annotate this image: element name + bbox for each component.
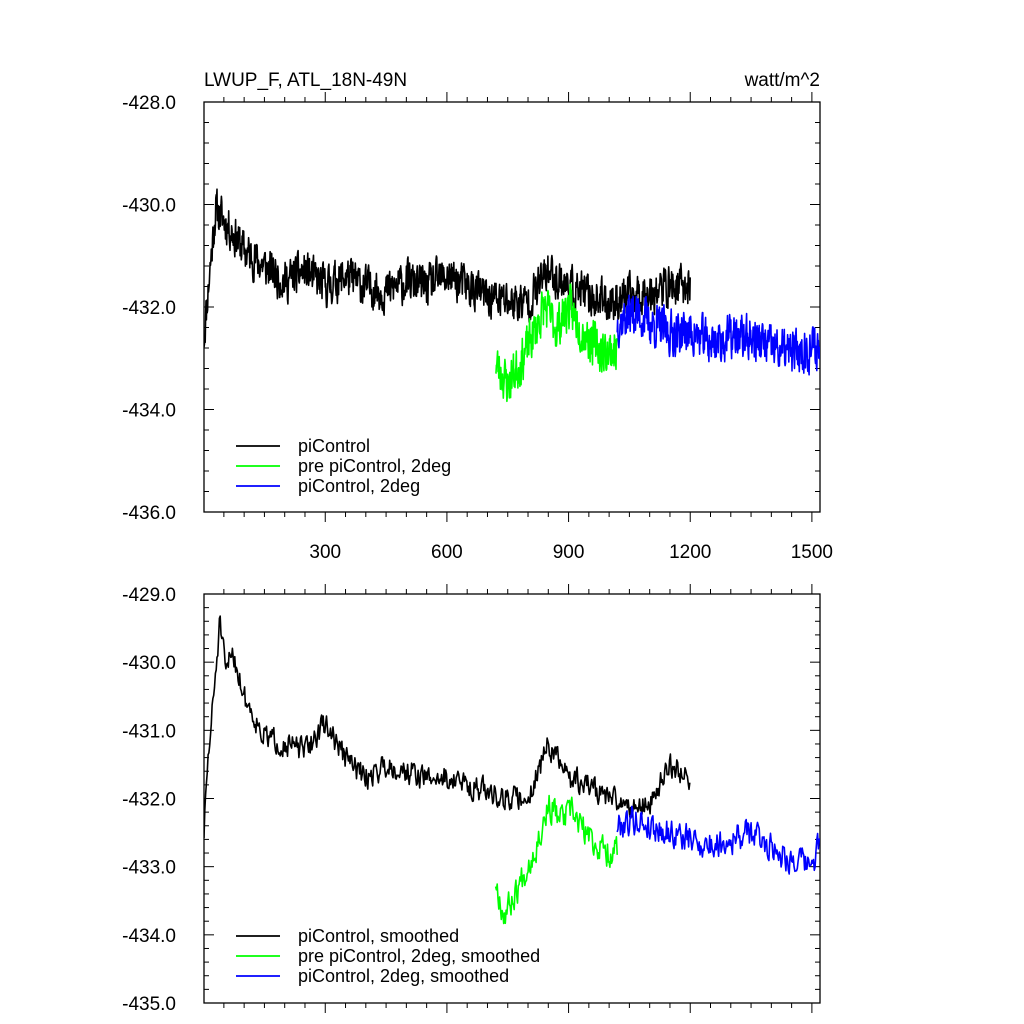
legend-label: pre piControl, 2deg, smoothed <box>298 946 540 966</box>
x-tick-label: 1500 <box>791 542 833 563</box>
x-tick-label: 900 <box>553 542 585 563</box>
x-tick-label: 300 <box>309 542 341 563</box>
chart-title: LWUP_F, ATL_18N-49N <box>204 70 407 91</box>
series-line <box>616 805 820 875</box>
legend-label: pre piControl, 2deg <box>298 456 451 476</box>
series-line <box>616 294 820 376</box>
y-tick-label: -431.0 <box>122 721 176 742</box>
y-tick-label: -434.0 <box>122 401 176 422</box>
y-tick-label: -432.0 <box>122 298 176 319</box>
y-tick-label: -432.0 <box>122 790 176 811</box>
y-tick-label: -430.0 <box>122 196 176 217</box>
y-tick-label: -435.0 <box>122 994 176 1015</box>
bottom-panel: -429.0 -430.0 -431.0 -432.0 -433.0 -434.0 -435… <box>122 584 821 1015</box>
y-tick-label: -430.0 <box>122 653 176 674</box>
x-tick-label: 600 <box>431 542 463 563</box>
legend-label: piControl <box>298 436 370 456</box>
y-tick-label: -433.0 <box>122 858 176 879</box>
series-line <box>494 283 618 403</box>
top-panel: 300 600 900 1200 1500 -428.0 -430.0 -432.0 -434.… <box>122 92 833 563</box>
series-line <box>204 615 691 839</box>
x-tick-label: 1200 <box>669 542 711 563</box>
y-tick-label: -429.0 <box>122 585 176 606</box>
series-line <box>204 188 691 348</box>
y-tick-label: -434.0 <box>122 926 176 947</box>
legend-label: piControl, smoothed <box>298 926 459 946</box>
legend-label: piControl, 2deg <box>298 476 420 496</box>
units-label: watt/m^2 <box>744 70 820 91</box>
legend-label: piControl, 2deg, smoothed <box>298 966 509 986</box>
series-line <box>494 794 618 925</box>
y-tick-label: -428.0 <box>122 93 176 114</box>
y-tick-label: -436.0 <box>122 503 176 524</box>
